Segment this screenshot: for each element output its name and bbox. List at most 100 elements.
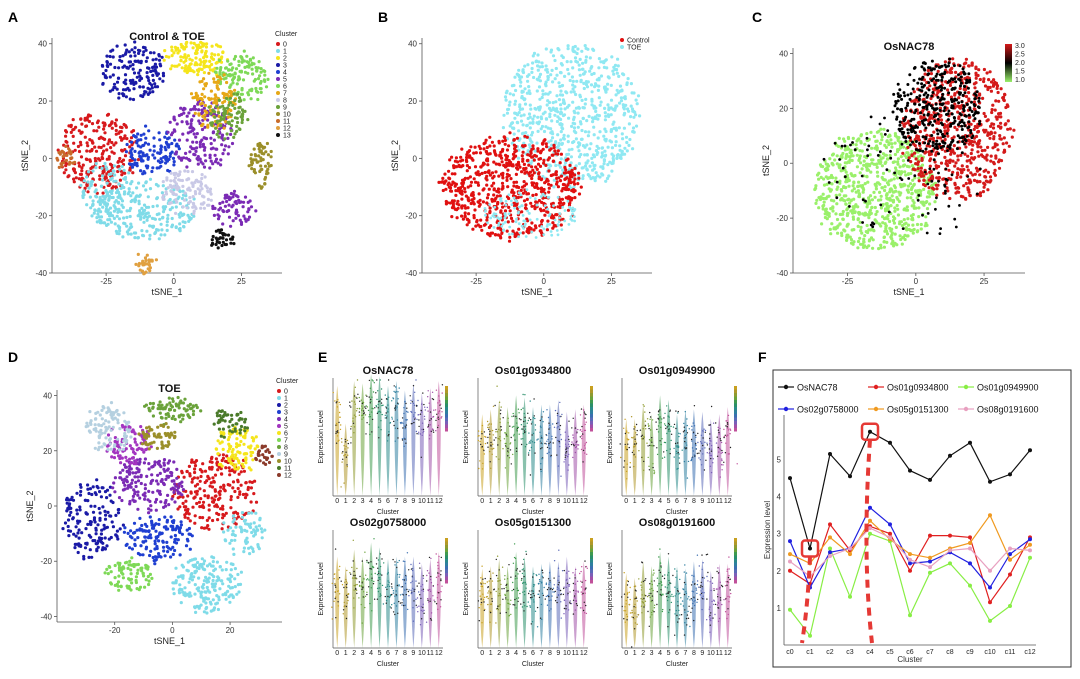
point-toe xyxy=(558,165,563,169)
point-cluster-1 xyxy=(99,219,103,223)
point-mid-expression xyxy=(960,151,964,155)
point-toe xyxy=(515,120,519,124)
point-cluster-2 xyxy=(179,42,183,47)
legend-label-control: Control xyxy=(627,38,650,45)
point-low-expression xyxy=(865,205,869,209)
point-control xyxy=(498,194,502,198)
point-control xyxy=(447,169,451,173)
point-cluster-9 xyxy=(221,112,225,116)
point-control xyxy=(465,164,469,168)
point-low-expression xyxy=(815,173,820,177)
point-cluster-8 xyxy=(169,185,173,189)
point-control xyxy=(502,163,506,167)
point-toe xyxy=(524,131,528,135)
point-cluster-5 xyxy=(188,150,192,154)
point-low-expression xyxy=(901,145,906,149)
point-cluster-0 xyxy=(123,134,127,138)
point-high-expression xyxy=(929,113,934,117)
point-cluster-1 xyxy=(139,217,143,221)
point-toe xyxy=(517,210,520,214)
point-mid-expression xyxy=(940,78,944,82)
point-cluster-5 xyxy=(200,127,205,132)
point-control xyxy=(538,164,543,168)
point-toe xyxy=(498,198,502,201)
point-cluster-3 xyxy=(105,54,109,58)
point-cluster-3 xyxy=(115,80,120,84)
point-cluster-4 xyxy=(143,141,148,145)
point-toe xyxy=(592,164,596,168)
point-cluster-9 xyxy=(209,121,213,125)
point-cluster-5 xyxy=(197,119,201,123)
point-cluster-1 xyxy=(142,220,146,224)
point-high-expression xyxy=(957,116,961,120)
point-high-expression xyxy=(993,144,997,149)
point-cluster-2 xyxy=(221,50,225,54)
point-high-expression xyxy=(910,154,914,158)
point-control xyxy=(545,177,549,181)
point-control xyxy=(497,174,501,178)
point-cluster-7 xyxy=(222,126,226,130)
point-low-expression xyxy=(851,184,855,188)
point-cluster-6 xyxy=(257,60,261,64)
point-control xyxy=(506,185,510,189)
point-cluster-3 xyxy=(133,40,137,44)
point-cluster-2 xyxy=(202,71,206,75)
y-tick-label: 20 xyxy=(408,97,417,106)
point-cluster-1 xyxy=(115,214,119,218)
point-cluster-4 xyxy=(144,136,148,140)
point-cluster-5 xyxy=(192,114,196,118)
point-cluster-6 xyxy=(258,87,262,91)
point-high-expression xyxy=(973,124,977,129)
point-control xyxy=(485,174,489,178)
point-cluster-9 xyxy=(229,113,233,117)
point-low-expression xyxy=(863,234,867,238)
point-low-expression xyxy=(906,217,910,221)
point-control xyxy=(506,168,510,172)
point-low-expression xyxy=(877,158,881,163)
point-cluster-3 xyxy=(121,88,126,92)
point-cluster-1 xyxy=(99,184,103,188)
point-cluster-10 xyxy=(263,164,268,168)
point-cluster-5 xyxy=(230,141,235,146)
point-toe xyxy=(572,109,576,113)
point-low-expression xyxy=(912,201,916,205)
point-control xyxy=(559,174,564,178)
point-low-expression xyxy=(883,143,887,147)
point-control xyxy=(472,196,476,201)
point-cluster-6 xyxy=(228,85,232,89)
point-high-expression xyxy=(929,72,934,76)
point-toe xyxy=(620,151,624,155)
point-cluster-4 xyxy=(133,158,137,162)
point-low-expression xyxy=(831,209,835,213)
point-cluster-1 xyxy=(161,184,165,188)
point-control xyxy=(503,209,508,213)
point-toe xyxy=(590,116,595,120)
point-cluster-9 xyxy=(219,117,223,121)
point-control xyxy=(505,229,509,233)
point-cluster-12 xyxy=(134,262,138,266)
point-toe xyxy=(546,207,550,211)
point-toe xyxy=(542,129,547,134)
point-high-expression xyxy=(919,116,923,120)
point-cluster-2 xyxy=(213,53,217,57)
point-high-expression xyxy=(927,150,931,154)
point-cluster-1 xyxy=(85,175,89,179)
point-cluster-5 xyxy=(185,120,189,124)
point-toe xyxy=(558,212,562,216)
point-control xyxy=(531,144,535,148)
point-toe xyxy=(555,94,559,98)
point-cluster-6 xyxy=(259,67,263,71)
point-low-expression xyxy=(834,212,838,216)
point-high-expression xyxy=(986,145,990,149)
point-low-expression xyxy=(838,222,842,226)
legend-swatch-7 xyxy=(276,91,280,95)
point-toe xyxy=(558,70,563,75)
point-toe xyxy=(543,204,547,208)
point-cluster-1 xyxy=(181,189,185,193)
point-cluster-5 xyxy=(227,215,232,219)
point-cluster-0 xyxy=(79,117,83,121)
point-toe xyxy=(510,121,515,125)
point-toe xyxy=(596,88,601,92)
point-cluster-0 xyxy=(118,156,122,161)
point-control xyxy=(512,155,516,159)
